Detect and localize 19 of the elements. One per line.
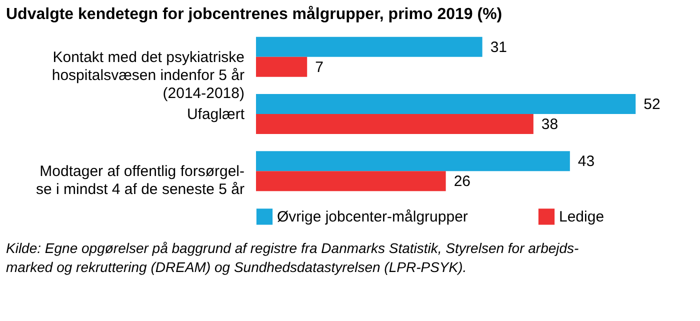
chart-title: Udvalgte kendetegn for jobcentrenes målgrupper, primo 2019 (%) [6, 5, 502, 23]
data-label: 43 [578, 153, 595, 170]
y-tick-label: Ufaglært [186, 106, 246, 123]
text: Kilde: Egne opgørelser på baggrund af registre fra Danmarks Statistik, Styrelsen for arbejds- marked og rekruttering (DREAM) og Sundhedsdatastyrelsen (LPR-PSYK). [6, 240, 580, 275]
legend-label: Øvrige jobcenter-målgrupper [277, 208, 468, 226]
data-label: 38 [541, 116, 558, 133]
bar [256, 94, 636, 114]
bar [256, 114, 534, 134]
data-label: 26 [454, 173, 470, 190]
bar [256, 151, 570, 172]
y-tick-label: Kontakt med det psykiatriske hospitalsvæsen indenfor 5 år (2014-2018) [52, 48, 244, 102]
bar [256, 171, 446, 192]
bar [256, 36, 482, 57]
data-label: 7 [315, 58, 324, 76]
legend-label: Ledige [559, 208, 604, 226]
bar [256, 56, 308, 77]
data-label: 52 [644, 96, 660, 113]
data-label: 31 [490, 38, 508, 56]
y-tick-label: Modtager af offentlig forsørgel- se i mindst 4 af de seneste 5 år [36, 163, 244, 198]
